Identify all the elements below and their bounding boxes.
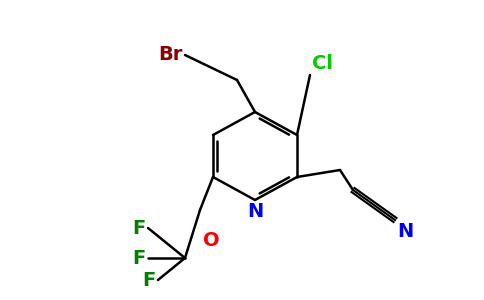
Text: Br: Br	[159, 46, 183, 64]
Text: F: F	[143, 271, 156, 290]
Text: Cl: Cl	[312, 54, 333, 73]
Text: O: O	[203, 230, 220, 250]
Text: N: N	[247, 202, 263, 221]
Text: N: N	[397, 222, 413, 241]
Text: F: F	[133, 218, 146, 238]
Text: F: F	[133, 248, 146, 268]
